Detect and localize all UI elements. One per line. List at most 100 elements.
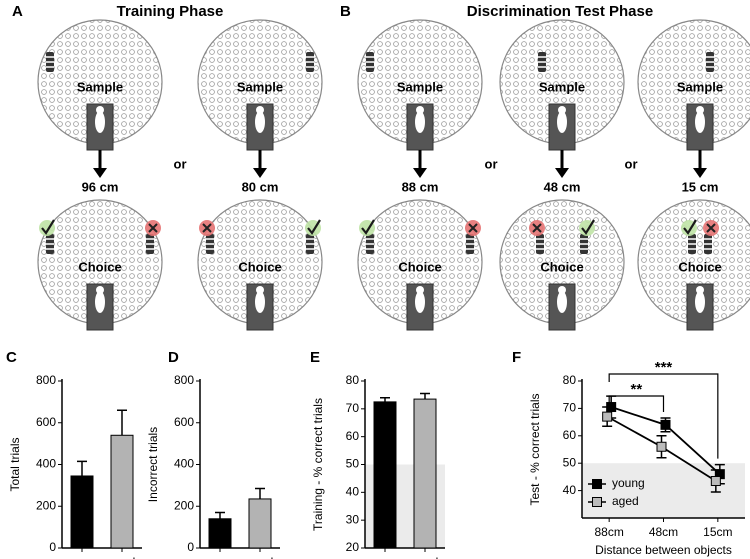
bar xyxy=(248,498,272,549)
y-tick-label: 800 xyxy=(36,373,56,387)
arena-label: Choice xyxy=(398,259,441,274)
check xyxy=(307,219,321,235)
arena-label: Sample xyxy=(539,79,585,94)
x-tick-label: 88cm xyxy=(594,525,623,539)
x-tick-label: young xyxy=(369,555,402,559)
x-tick-label: young xyxy=(204,555,237,559)
significance-label: *** xyxy=(655,359,673,376)
cross xyxy=(148,223,158,233)
y-tick-label: 50 xyxy=(346,457,360,471)
arrow-head xyxy=(253,168,267,178)
x-axis-label: Distance between objects xyxy=(595,543,732,557)
rat-head xyxy=(696,286,704,294)
y-tick-label: 80 xyxy=(346,373,360,387)
significance-bracket xyxy=(608,395,665,412)
arena-label: Sample xyxy=(677,79,723,94)
legend-label: aged xyxy=(612,494,639,508)
significance-bracket xyxy=(608,373,719,459)
arrow-head xyxy=(555,168,569,178)
y-axis-label: Incorrect trials xyxy=(146,427,160,502)
y-tick-label: 0 xyxy=(187,540,194,554)
y-tick-label: 40 xyxy=(346,485,360,499)
y-tick-label: 60 xyxy=(563,428,577,442)
y-tick-label: 40 xyxy=(563,483,577,497)
arrow-head xyxy=(693,168,707,178)
y-axis-label: Training - % correct trials xyxy=(311,398,325,531)
cross xyxy=(532,223,542,233)
y-tick-label: 70 xyxy=(563,401,577,415)
y-tick-label: 400 xyxy=(174,457,194,471)
bar xyxy=(413,398,437,549)
x-tick-label: aged xyxy=(109,555,136,559)
y-axis-label: Total trials xyxy=(8,437,22,491)
bar xyxy=(110,434,134,549)
y-tick-label: 600 xyxy=(174,415,194,429)
marker xyxy=(656,441,667,452)
y-tick-label: 0 xyxy=(49,540,56,554)
arrow-head xyxy=(413,168,427,178)
cross xyxy=(202,223,212,233)
rat-head xyxy=(96,106,104,114)
arena-label: Sample xyxy=(77,79,123,94)
panel-label: B xyxy=(340,3,351,20)
y-tick-label: 80 xyxy=(563,373,577,387)
arena-label: Sample xyxy=(397,79,443,94)
distance-label: 48 cm xyxy=(544,179,581,194)
rat xyxy=(95,291,105,313)
x-tick-label: young xyxy=(66,555,99,559)
rat xyxy=(695,111,705,133)
y-tick-label: 20 xyxy=(346,540,360,554)
legend-marker xyxy=(592,479,602,489)
separator: or xyxy=(485,156,498,171)
y-tick-label: 200 xyxy=(36,498,56,512)
rat-head xyxy=(558,106,566,114)
error-bar xyxy=(380,396,390,402)
arena-label: Choice xyxy=(540,259,583,274)
rat xyxy=(557,111,567,133)
panel-title: Training Phase xyxy=(117,3,224,20)
panel-title: Discrimination Test Phase xyxy=(467,3,653,20)
separator: or xyxy=(625,156,638,171)
y-tick-label: 30 xyxy=(346,512,360,526)
error-bar xyxy=(255,487,265,499)
x-tick-label: 15cm xyxy=(703,525,732,539)
x-tick-label: 48cm xyxy=(649,525,678,539)
check xyxy=(361,219,375,235)
error-bar xyxy=(117,409,127,436)
x-tick-label: aged xyxy=(247,555,274,559)
legend-marker xyxy=(592,497,602,507)
distance-label: 96 cm xyxy=(82,179,119,194)
rat-head xyxy=(256,286,264,294)
rat xyxy=(415,111,425,133)
panel-label: C xyxy=(6,349,17,366)
check xyxy=(683,219,697,235)
arena-label: Choice xyxy=(678,259,721,274)
panel-label: D xyxy=(168,349,179,366)
distance-label: 80 cm xyxy=(242,179,279,194)
y-tick-label: 60 xyxy=(346,429,360,443)
rat-head xyxy=(96,286,104,294)
rat-head xyxy=(416,106,424,114)
distance-label: 88 cm xyxy=(402,179,439,194)
y-tick-label: 50 xyxy=(563,455,577,469)
y-tick-label: 800 xyxy=(174,373,194,387)
error-bar xyxy=(215,511,225,519)
bar xyxy=(373,401,397,549)
marker xyxy=(602,411,613,422)
rat xyxy=(557,291,567,313)
rat-head xyxy=(256,106,264,114)
check xyxy=(41,219,55,235)
cross xyxy=(468,223,478,233)
y-axis-label: Test - % correct trials xyxy=(528,393,542,505)
arrow-head xyxy=(93,168,107,178)
rat-head xyxy=(416,286,424,294)
x-tick-label: aged xyxy=(412,555,439,559)
panel-label: E xyxy=(310,349,320,366)
y-tick-label: 600 xyxy=(36,415,56,429)
rat xyxy=(255,111,265,133)
separator: or xyxy=(174,156,187,171)
bar xyxy=(208,518,232,549)
check xyxy=(581,219,595,235)
bar xyxy=(70,475,94,549)
